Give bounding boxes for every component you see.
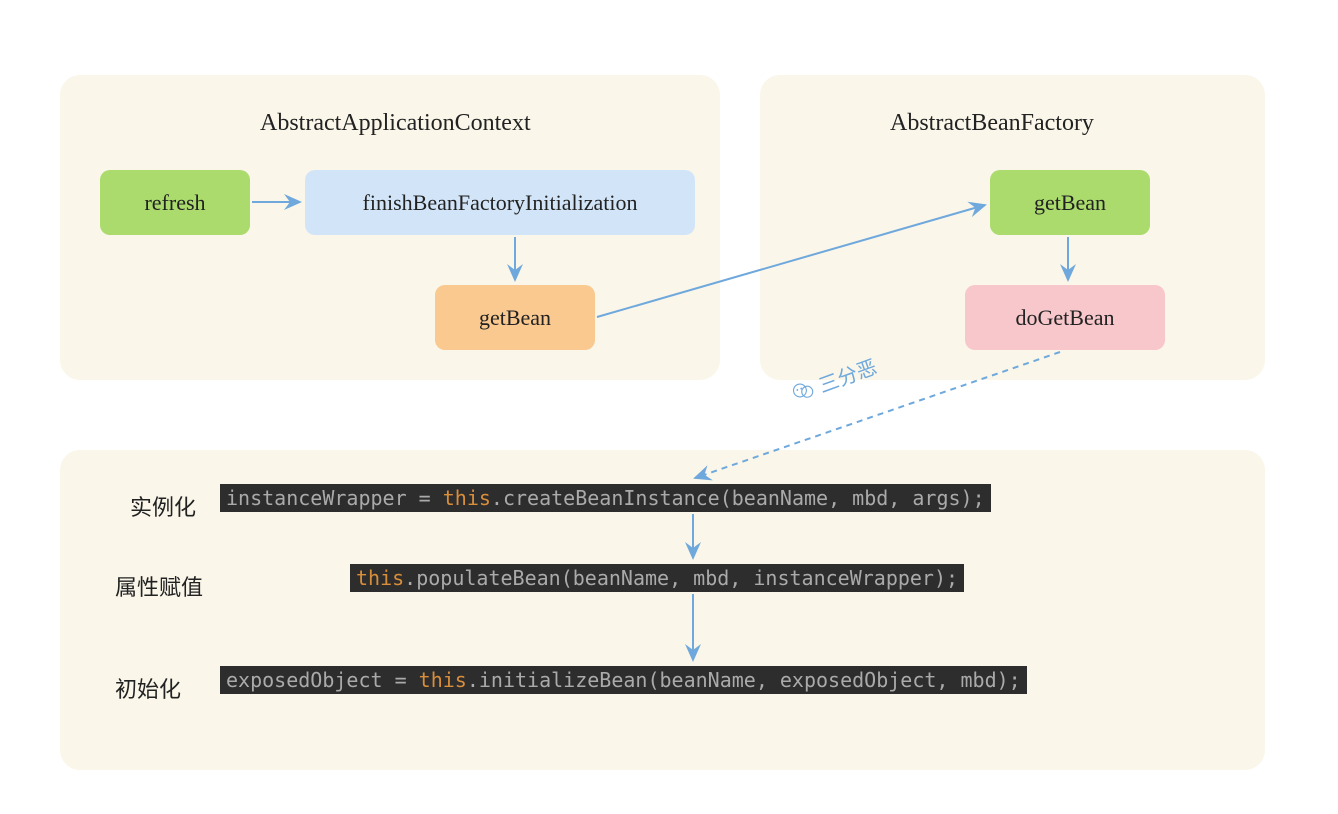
code-text: .initializeBean(beanName, exposedObject,… [467,668,1021,692]
code-text: .populateBean(beanName, mbd, instanceWra… [404,566,958,590]
node-refresh: refresh [100,170,250,235]
node-label: doGetBean [1016,305,1115,331]
code-initialize: exposedObject = this.initializeBean(bean… [220,666,1027,694]
code-instantiate: instanceWrapper = this.createBeanInstanc… [220,484,991,512]
node-label: refresh [144,190,205,216]
context-title: AbstractApplicationContext [260,110,531,137]
code-text: exposedObject = [226,668,419,692]
code-text: instanceWrapper = [226,486,443,510]
code-keyword: this [443,486,491,510]
step-label-populate: 属性赋值 [115,570,203,602]
code-keyword: this [356,566,404,590]
node-dogetbean: doGetBean [965,285,1165,350]
code-keyword: this [419,668,467,692]
code-text: .createBeanInstance(beanName, mbd, args)… [491,486,985,510]
step-label-initialize: 初始化 [115,672,181,704]
node-finish-init: finishBeanFactoryInitialization [305,170,695,235]
step-label-instantiate: 实例化 [130,490,196,522]
node-label: getBean [1034,190,1106,216]
code-populate: this.populateBean(beanName, mbd, instanc… [350,564,964,592]
factory-title: AbstractBeanFactory [890,110,1094,137]
node-label: getBean [479,305,551,331]
node-getbean-1: getBean [435,285,595,350]
wechat-icon [789,377,817,405]
node-getbean-2: getBean [990,170,1150,235]
node-label: finishBeanFactoryInitialization [363,190,638,216]
